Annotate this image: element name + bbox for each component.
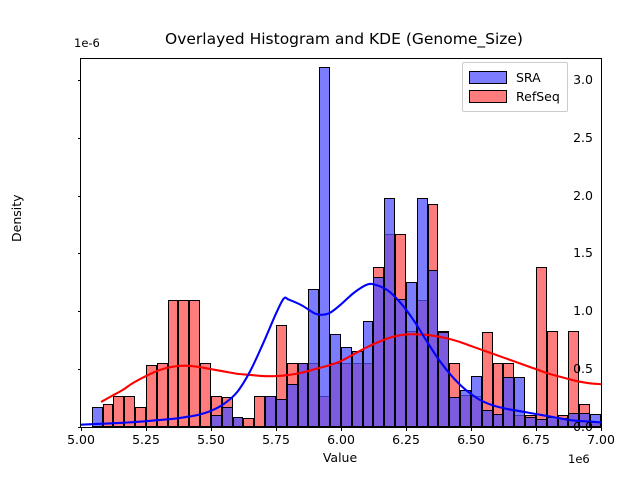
histogram-bar <box>438 332 450 427</box>
x-tick-label: 7.00 <box>587 432 615 447</box>
y-tick-mark <box>77 253 81 255</box>
histogram-bar <box>254 395 266 427</box>
legend-swatch-sra-icon <box>469 71 507 84</box>
histogram-bar <box>319 67 331 427</box>
histogram-bar <box>167 299 179 427</box>
histogram-bar <box>200 363 211 427</box>
histogram-bar <box>557 417 569 427</box>
histogram-bar <box>210 415 222 427</box>
y-tick-mark <box>77 195 81 197</box>
histogram-bar <box>330 334 341 427</box>
y-tick-label: 0.5 <box>573 361 593 377</box>
chart-title: Overlayed Histogram and KDE (Genome_Size… <box>165 30 523 48</box>
histogram-bar <box>535 267 547 427</box>
chart-legend[interactable]: SRA RefSeq <box>462 62 568 112</box>
x-axis-offset-text: 1e6 <box>568 452 590 466</box>
x-tick-mark <box>341 427 342 431</box>
histogram-bar <box>460 389 471 427</box>
histogram-bar <box>156 363 168 427</box>
histogram-bar <box>535 418 547 427</box>
y-tick-label: 2.0 <box>573 187 593 203</box>
histogram-bar <box>308 289 320 427</box>
histogram-bar <box>275 399 287 427</box>
legend-swatch-refseq-icon <box>469 90 507 103</box>
histogram-bar <box>221 407 233 427</box>
histogram-bar <box>189 299 201 427</box>
histogram-bar <box>286 384 298 427</box>
histogram-bar <box>449 396 461 427</box>
legend-item-refseq[interactable]: RefSeq <box>469 87 560 106</box>
x-tick-label: 5.25 <box>132 432 160 447</box>
histogram-bar <box>340 347 352 427</box>
legend-item-sra[interactable]: SRA <box>469 68 560 87</box>
y-tick-mark <box>77 427 81 428</box>
x-tick-mark <box>601 427 602 431</box>
histogram-bar <box>405 282 417 427</box>
x-tick-label: 6.25 <box>392 432 420 447</box>
y-tick-mark <box>77 79 81 81</box>
histogram-bar <box>243 417 255 427</box>
x-tick-label: 5.75 <box>262 432 290 447</box>
y-tick-label: 0.0 <box>573 419 593 434</box>
histogram-bar <box>135 407 146 427</box>
histogram-bar <box>384 197 396 427</box>
x-tick-label: 5.50 <box>197 432 225 447</box>
histogram-bar <box>232 416 244 427</box>
y-tick-mark <box>77 369 81 371</box>
histogram-bar <box>373 276 385 427</box>
histogram-bar <box>395 298 406 427</box>
histogram-bar <box>362 320 374 427</box>
histogram-bar <box>124 395 136 427</box>
x-tick-label: 6.75 <box>522 432 550 447</box>
histogram-bar <box>351 350 363 427</box>
x-axis-label: Value <box>322 450 358 465</box>
x-tick-label: 6.00 <box>327 432 355 447</box>
y-tick-label: 1.0 <box>573 303 593 319</box>
histogram-bar <box>297 363 309 427</box>
y-tick-label: 2.5 <box>573 129 593 145</box>
y-tick-label: 3.0 <box>573 71 593 87</box>
histogram-bar <box>265 395 276 427</box>
histogram-bar <box>525 416 536 427</box>
legend-label-sra: SRA <box>516 70 541 85</box>
x-tick-label: 6.50 <box>457 432 485 447</box>
y-tick-label: 1.5 <box>573 245 593 261</box>
y-axis-offset-text: 1e-6 <box>74 36 100 50</box>
y-axis-label: Density <box>9 194 24 242</box>
x-tick-mark <box>471 427 472 431</box>
histogram-bar <box>503 377 515 427</box>
x-tick-mark <box>406 427 407 431</box>
histogram-bar <box>427 269 439 427</box>
legend-label-refseq: RefSeq <box>516 89 560 104</box>
x-tick-mark <box>146 427 147 431</box>
histogram-bar <box>546 416 558 427</box>
histogram-bar <box>91 407 103 427</box>
histogram-bar <box>546 330 558 427</box>
plot-area: 0.0 0.5 1.0 1.5 2.0 2.5 3.0 5.00 5.25 5.50 5.75 6.… <box>67 58 615 447</box>
x-tick-mark <box>211 427 212 431</box>
x-tick-mark <box>276 427 277 431</box>
histogram-bar <box>492 414 504 427</box>
histogram-bar <box>102 403 114 427</box>
histogram-bar <box>416 197 428 427</box>
y-tick-mark <box>77 137 81 139</box>
x-tick-mark <box>536 427 537 431</box>
y-tick-mark <box>77 311 81 313</box>
plot-inner <box>81 59 601 427</box>
x-tick-mark <box>81 427 82 431</box>
x-tick-label: 5.00 <box>67 432 95 447</box>
histogram-bar <box>145 364 157 427</box>
histogram-bar <box>481 409 493 427</box>
histogram-bar <box>113 395 125 427</box>
histogram-bar <box>514 377 526 427</box>
histogram-bar <box>470 376 482 427</box>
histogram-bar <box>178 299 190 427</box>
